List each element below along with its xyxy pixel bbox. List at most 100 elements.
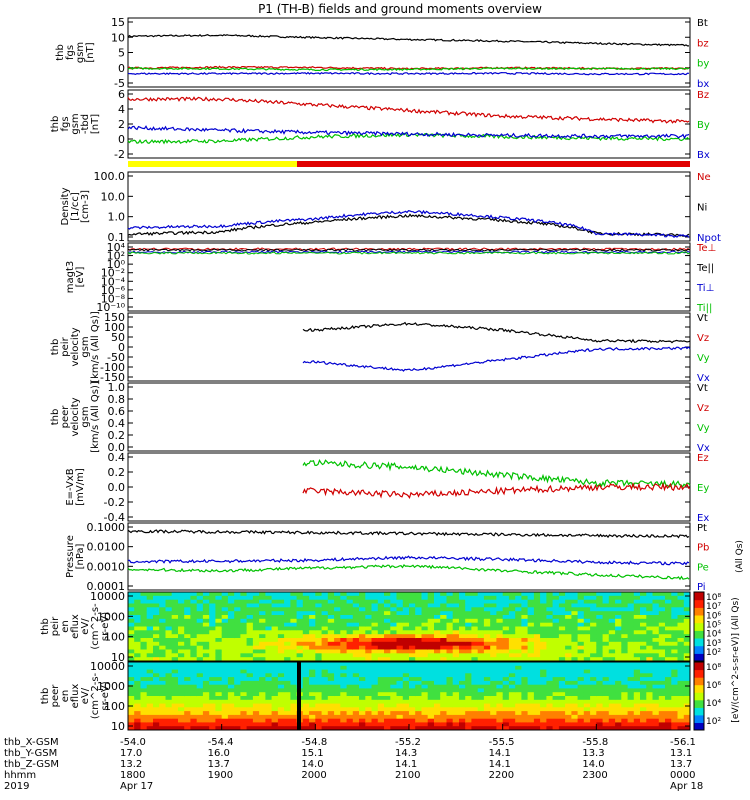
spectrogram-cell [608,692,616,697]
spectrogram-cell [153,677,160,682]
spectrogram-cell [409,673,416,678]
spectrogram-cell [215,653,223,658]
spectrogram-cell [552,722,560,727]
spectrogram-cell [221,611,229,616]
spectrogram-cell [471,684,479,689]
spectrogram-cell [221,718,229,723]
spectrogram-cell [665,692,672,697]
spectrogram-cell [128,599,135,604]
spectrogram-cell [346,653,354,658]
spectrogram-cell [483,714,491,720]
spectrogram-cell [515,688,522,693]
spectrogram-cell [321,603,329,608]
spectrogram-cell [465,641,472,647]
spectrogram-cell [146,662,154,667]
spectrogram-cell [590,714,597,720]
spectrogram-cell [384,630,391,635]
spectrogram-cell [540,677,547,682]
spectrogram-cell [384,618,391,624]
spectrogram-cell [190,649,198,654]
spectrogram-cell [184,677,191,682]
spectrogram-cell [359,703,366,708]
spectrogram-cell [602,662,610,667]
spectrogram-cell [527,726,535,731]
spectrogram-cell [446,699,454,705]
spectrogram-cell [459,615,466,620]
spectrogram-cell [259,611,266,616]
colorbar-tick-label: 10³ [706,639,721,649]
spectrogram-cell [602,692,610,697]
spectrogram-cell [440,653,447,658]
spectrogram-cell [240,592,248,597]
spectrogram-cell [577,615,585,620]
spectrogram-cell [540,622,547,627]
spectrogram-cell [396,634,404,639]
spectrogram-cell [377,622,385,627]
spectrogram-cell [440,618,447,624]
spectrogram-cell [227,714,235,720]
spectrogram-cell [477,711,485,716]
spectrogram-cell [384,622,391,627]
spectrogram-cell [421,626,429,631]
spectrogram-cell [184,599,191,604]
spectrogram-cell [153,692,160,697]
spectrogram-cell [128,645,135,650]
spectrogram-cell [490,592,497,597]
spectrogram-cell [583,680,591,686]
legend-ex: Ex [697,513,709,524]
spectrogram-cell [384,665,391,671]
y-tick-label: 0 [118,62,125,75]
spectrogram-cell [415,634,422,639]
spectrogram-cell [552,669,560,674]
spectrogram-cell [215,615,223,620]
spectrogram-cell [227,622,235,627]
spectrogram-cell [259,603,266,608]
spectrogram-cell [533,722,541,727]
spectrogram-cell [496,669,504,674]
spectrogram-cell [440,696,447,701]
spectrogram-cell [265,615,273,620]
spectrogram-cell [415,645,422,650]
spectrogram-cell [259,653,266,658]
spectrogram-cell [190,662,198,667]
spectrogram-cell [640,618,647,624]
legend-ne: Ne [697,172,711,183]
spectrogram-cell [402,684,410,689]
spectrogram-cell [440,622,447,627]
spectrogram-cell [402,673,410,678]
spectrogram-cell [552,649,560,654]
spectrogram-cell [252,662,260,667]
x-tick-label-x: -54.8 [301,737,327,748]
spectrogram-cell [190,645,198,650]
series-bx-line [127,71,690,76]
spectrogram-cell [427,696,435,701]
spectrogram-cell [665,622,672,627]
spectrogram-cell [390,662,397,667]
spectrogram-cell [240,722,248,727]
spectrogram-cell [327,696,335,701]
spectrogram-cell [302,707,310,712]
spectrogram-cell [271,722,279,727]
spectrogram-cell [277,726,285,731]
spectrogram-cell [446,726,454,731]
spectrogram-cell [234,662,241,667]
spectrogram-cell [602,711,610,716]
spectrogram-cell [446,607,454,612]
spectrogram-cell [209,680,216,686]
spectrogram-cell [577,603,585,608]
spectrogram-cell [633,618,641,624]
spectrogram-cell [671,684,678,689]
spectrogram-cell [346,665,354,671]
spectrogram-cell [646,626,653,631]
spectrogram-cell [396,722,404,727]
spectrogram-cell [384,699,391,705]
spectrogram-cell [652,696,660,701]
spectrogram-cell [309,618,316,624]
spectrogram-cell [546,595,554,601]
spectrogram-cell [178,722,185,727]
spectrogram-cell [658,653,666,658]
spectrogram-cell [396,680,404,686]
spectrogram-cell [496,599,504,604]
spectrogram-cell [483,707,491,712]
spectrogram-cell [621,630,628,635]
